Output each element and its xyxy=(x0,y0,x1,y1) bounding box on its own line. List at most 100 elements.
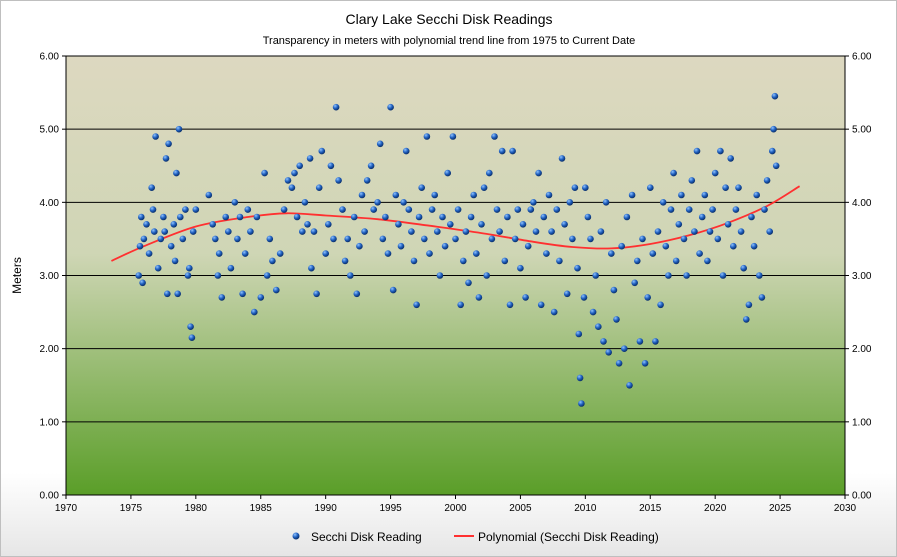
data-point xyxy=(558,155,566,162)
data-point xyxy=(750,242,758,250)
data-point xyxy=(306,155,314,162)
data-point xyxy=(496,228,503,235)
data-point xyxy=(509,147,516,155)
data-point xyxy=(253,213,261,221)
y-tick-label-right: 3.00 xyxy=(852,271,872,282)
data-point xyxy=(574,264,581,272)
data-point xyxy=(743,316,750,323)
data-point xyxy=(717,147,724,155)
data-point xyxy=(478,221,485,228)
data-point xyxy=(325,221,332,228)
data-point xyxy=(308,264,315,272)
data-point xyxy=(527,206,535,213)
data-point xyxy=(566,199,574,206)
y-tick-label-right: 1.00 xyxy=(852,417,872,428)
data-point xyxy=(454,206,462,213)
data-point xyxy=(701,191,709,199)
data-point xyxy=(732,206,740,213)
data-point xyxy=(236,213,244,221)
data-point xyxy=(688,177,696,184)
data-point xyxy=(374,199,381,206)
data-point xyxy=(543,250,550,257)
data-point xyxy=(299,228,306,235)
data-point xyxy=(550,308,558,316)
data-point xyxy=(188,334,196,342)
data-point xyxy=(537,301,545,309)
legend-label-secchi: Secchi Disk Reading xyxy=(311,530,422,544)
data-point xyxy=(737,228,745,235)
data-point xyxy=(376,140,384,148)
data-point xyxy=(504,213,511,221)
data-point xyxy=(769,147,776,155)
data-point xyxy=(247,228,254,235)
data-point xyxy=(149,206,157,213)
data-point xyxy=(157,235,165,243)
data-point xyxy=(761,206,768,213)
data-point xyxy=(410,257,418,265)
data-point xyxy=(649,250,657,257)
data-point xyxy=(582,184,589,191)
data-point xyxy=(675,221,683,228)
data-point xyxy=(148,184,155,191)
data-point xyxy=(584,213,592,221)
data-point xyxy=(341,257,349,265)
data-point xyxy=(361,228,368,235)
data-point xyxy=(683,272,690,279)
data-point xyxy=(339,206,346,213)
data-point xyxy=(711,169,719,177)
data-point xyxy=(548,228,555,235)
data-point xyxy=(160,213,167,221)
data-point xyxy=(452,235,459,243)
data-point xyxy=(532,228,540,235)
y-tick-label-right: 2.00 xyxy=(852,344,872,355)
data-point xyxy=(704,257,711,265)
x-tick-label: 1975 xyxy=(120,503,143,514)
data-point xyxy=(239,290,246,298)
data-point xyxy=(501,257,509,265)
data-point xyxy=(517,264,524,272)
data-point xyxy=(659,199,667,206)
data-point xyxy=(772,162,780,170)
data-point xyxy=(511,235,519,243)
data-point xyxy=(727,155,734,162)
data-point xyxy=(187,323,194,331)
data-point xyxy=(332,103,340,111)
data-point xyxy=(356,242,363,250)
data-point xyxy=(740,264,747,272)
data-point xyxy=(698,213,706,221)
y-tick-label: 5.00 xyxy=(40,125,60,136)
data-point xyxy=(587,235,594,243)
data-point xyxy=(475,294,483,301)
data-point xyxy=(753,191,760,199)
data-point xyxy=(613,316,620,323)
data-point xyxy=(241,250,249,257)
data-point xyxy=(439,213,446,221)
gridlines xyxy=(66,128,845,423)
data-point xyxy=(524,242,532,250)
data-point xyxy=(257,294,265,301)
data-point xyxy=(748,213,755,221)
y-tick-label-right: 6.00 xyxy=(852,52,872,63)
legend: Secchi Disk Reading Polynomial (Secchi D… xyxy=(292,530,659,544)
data-point xyxy=(415,213,423,221)
data-point xyxy=(636,338,644,345)
data-point xyxy=(288,184,296,191)
data-point xyxy=(685,206,693,213)
data-point xyxy=(222,213,229,221)
data-point xyxy=(379,235,387,243)
data-point xyxy=(465,279,472,287)
data-point xyxy=(654,228,662,235)
data-point xyxy=(209,221,216,228)
data-point xyxy=(595,323,602,331)
legend-marker-secchi xyxy=(292,532,300,540)
data-point xyxy=(175,125,183,133)
data-point xyxy=(261,169,268,177)
data-point xyxy=(597,228,605,235)
data-point xyxy=(766,228,773,235)
data-point xyxy=(370,206,378,213)
data-point xyxy=(192,206,200,213)
data-point xyxy=(182,206,189,213)
legend-label-polynomial: Polynomial (Secchi Disk Reading) xyxy=(478,530,659,544)
data-point xyxy=(576,374,584,382)
